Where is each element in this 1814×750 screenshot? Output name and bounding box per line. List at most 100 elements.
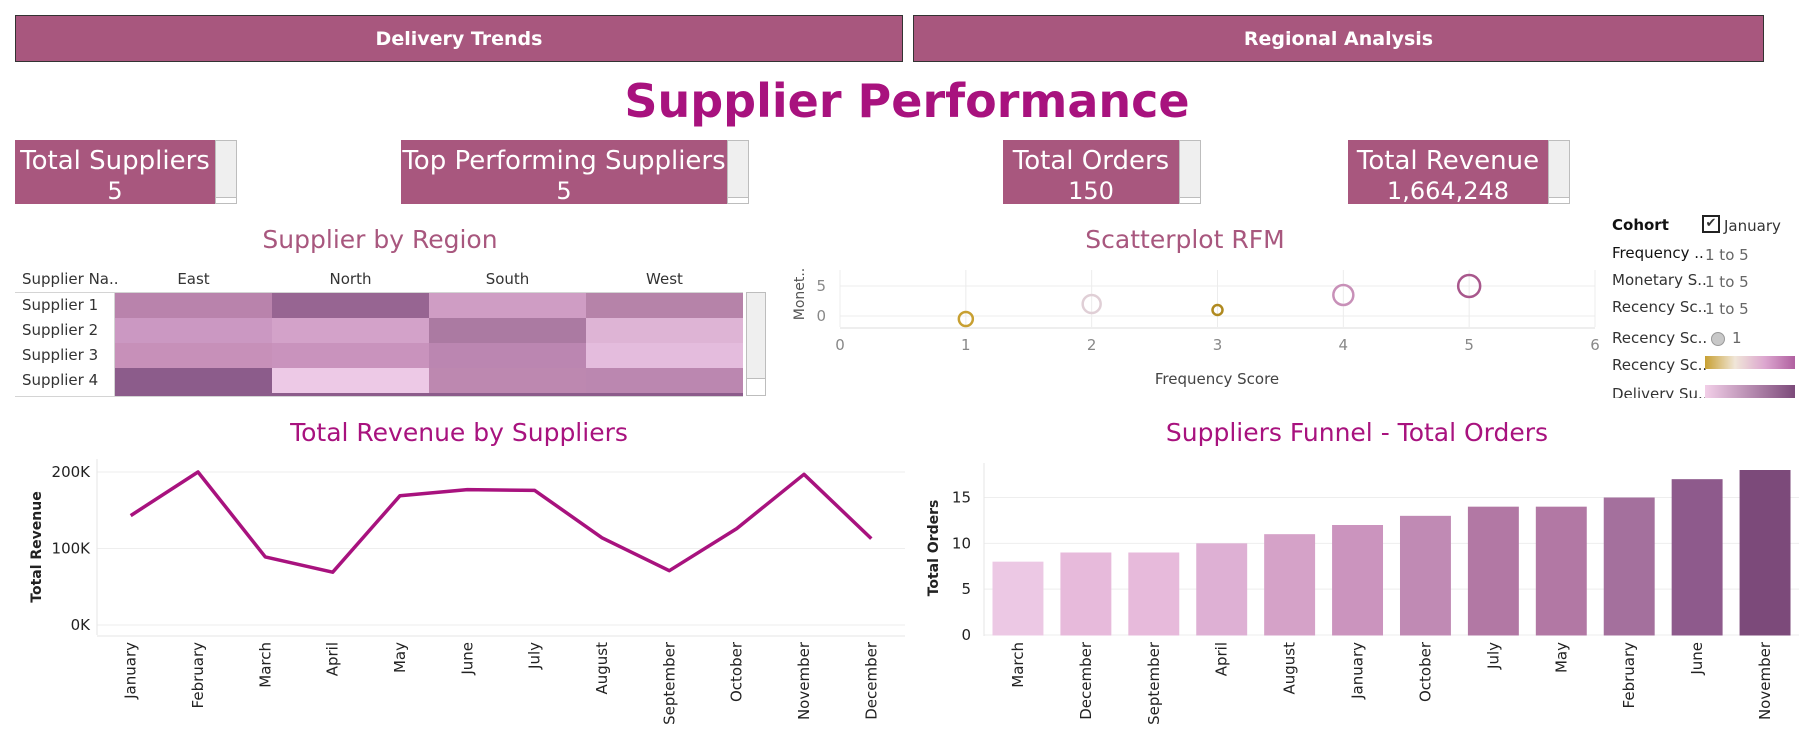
revenue-x-tick: October bbox=[728, 641, 746, 702]
kpi-label: Top Performing Suppliers bbox=[402, 146, 726, 176]
revenue-x-tick: November bbox=[795, 641, 813, 720]
legend-recency-value: 1 to 5 bbox=[1705, 300, 1749, 318]
scatter-point bbox=[1081, 293, 1102, 315]
revenue-x-tick: December bbox=[862, 641, 880, 720]
heatmap-cell bbox=[272, 293, 429, 318]
size-circle-icon bbox=[1711, 332, 1725, 346]
funnel-x-tick: November bbox=[1756, 641, 1774, 720]
heatmap-scrollbar-thumb[interactable] bbox=[747, 378, 765, 395]
funnel-x-tick: February bbox=[1620, 642, 1638, 709]
scatter-x-axis-label: Frequency Score bbox=[1155, 370, 1279, 388]
kpi-value: 5 bbox=[107, 177, 123, 205]
scatter-x-tick: 5 bbox=[1464, 336, 1474, 354]
kpi-scrollbar[interactable] bbox=[215, 140, 237, 204]
cohort-checkbox[interactable]: ✔ bbox=[1702, 215, 1720, 233]
funnel-y-tick: 15 bbox=[952, 489, 971, 507]
heatmap-row-label: Supplier 3 bbox=[22, 346, 99, 364]
scatter-point bbox=[1456, 273, 1482, 299]
scatter-point bbox=[1211, 303, 1224, 317]
funnel-chart-title: Suppliers Funnel - Total Orders bbox=[1165, 418, 1549, 447]
heatmap-divider bbox=[114, 292, 115, 396]
funnel-y-tick: 5 bbox=[961, 580, 971, 598]
heatmap-divider bbox=[15, 292, 743, 293]
revenue-series-line bbox=[129, 470, 873, 574]
kpi-total-orders: Total Orders 150 bbox=[1003, 140, 1179, 204]
recency-color-ramp bbox=[1705, 356, 1795, 369]
funnel-x-tick: June bbox=[1688, 642, 1706, 676]
revenue-x-tick: June bbox=[458, 642, 476, 676]
scatter-x-tick: 6 bbox=[1590, 336, 1600, 354]
scatter-point bbox=[957, 310, 975, 328]
legend-recency-label: Recency Sc.. bbox=[1612, 298, 1708, 316]
kpi-scrollbar[interactable] bbox=[727, 140, 749, 204]
funnel-bar bbox=[1196, 543, 1248, 636]
kpi-label: Total Suppliers bbox=[20, 146, 210, 176]
funnel-x-tick: July bbox=[1484, 642, 1502, 670]
delivery-trends-button[interactable]: Delivery Trends bbox=[15, 15, 903, 62]
kpi-value: 150 bbox=[1068, 177, 1114, 205]
heatmap-cell bbox=[115, 293, 272, 318]
heatmap-cell bbox=[429, 318, 586, 343]
scatter-x-tick: 0 bbox=[835, 336, 845, 354]
legend-recency-size-value: 1 bbox=[1732, 329, 1742, 347]
scatter-point bbox=[1332, 283, 1355, 307]
kpi-label: Total Revenue bbox=[1356, 146, 1540, 176]
heatmap-cell bbox=[272, 318, 429, 343]
heatmap-scrollbar[interactable] bbox=[746, 292, 766, 396]
legend-recency-size-label: Recency Sc.. bbox=[1612, 329, 1708, 347]
kpi-label: Total Orders bbox=[1012, 146, 1170, 176]
revenue-x-tick: February bbox=[189, 642, 207, 709]
revenue-y-tick: 100K bbox=[52, 540, 92, 558]
funnel-bar bbox=[1535, 506, 1587, 636]
heatmap-col-west: West bbox=[646, 270, 683, 288]
scatter-title: Scatterplot RFM bbox=[1085, 225, 1285, 254]
heatmap-cell bbox=[429, 293, 586, 318]
heatmap-cell bbox=[586, 343, 743, 368]
revenue-y-tick: 200K bbox=[52, 463, 92, 481]
scatter-y-tick: 5 bbox=[816, 277, 826, 295]
heatmap-title: Supplier by Region bbox=[262, 225, 498, 254]
funnel-y-tick: 0 bbox=[961, 626, 971, 644]
kpi-top-performing-suppliers: Top Performing Suppliers 5 bbox=[401, 140, 727, 204]
kpi-total-suppliers: Total Suppliers 5 bbox=[15, 140, 215, 204]
scatter-chart: 0 1 2 3 4 5 6 0 5 Monet.. Frequency Score bbox=[792, 268, 1600, 388]
heatmap-cell bbox=[115, 343, 272, 368]
regional-analysis-button[interactable]: Regional Analysis bbox=[913, 15, 1764, 62]
funnel-bar bbox=[1060, 552, 1112, 636]
cohort-value[interactable]: January bbox=[1724, 217, 1781, 235]
funnel-x-tick: March bbox=[1009, 642, 1027, 688]
kpi-scrollbar[interactable] bbox=[1548, 140, 1570, 204]
funnel-x-tick: August bbox=[1281, 642, 1299, 695]
heatmap-next-row-peek bbox=[115, 393, 743, 396]
funnel-bar bbox=[1671, 479, 1723, 636]
funnel-y-axis-label: Total Orders bbox=[926, 500, 942, 597]
heatmap-row-label: Supplier 2 bbox=[22, 321, 99, 339]
funnel-bar bbox=[1467, 506, 1519, 636]
funnel-x-tick: April bbox=[1213, 642, 1231, 676]
kpi-scrollbar[interactable] bbox=[1179, 140, 1201, 204]
heatmap-row-header: Supplier Na.. bbox=[22, 270, 119, 288]
legend-clip bbox=[1604, 398, 1800, 408]
revenue-x-tick: January bbox=[122, 642, 140, 700]
heatmap-cell bbox=[586, 318, 743, 343]
legend-frequency-label: Frequency .. bbox=[1612, 244, 1704, 262]
heatmap-divider bbox=[15, 396, 743, 397]
heatmap-row-label: Supplier 1 bbox=[22, 296, 99, 314]
heatmap-cell bbox=[429, 343, 586, 368]
funnel-x-tick: December bbox=[1077, 641, 1095, 720]
funnel-bar bbox=[1399, 515, 1451, 636]
funnel-bar-chart: Total Orders 0 5 10 15 March December Septembe… bbox=[926, 463, 1799, 725]
funnel-x-tick: January bbox=[1349, 642, 1367, 700]
revenue-x-tick: August bbox=[593, 642, 611, 695]
kpi-value: 5 bbox=[556, 177, 572, 205]
legend-monetary-value: 1 to 5 bbox=[1705, 273, 1749, 291]
scatter-x-tick: 4 bbox=[1339, 336, 1349, 354]
revenue-y-axis-label: Total Revenue bbox=[29, 491, 45, 602]
heatmap-cell bbox=[586, 368, 743, 393]
revenue-x-tick: March bbox=[256, 642, 274, 688]
heatmap-col-south: South bbox=[485, 270, 530, 288]
cohort-label: Cohort bbox=[1612, 216, 1669, 234]
delivery-color-ramp bbox=[1705, 385, 1795, 398]
kpi-value: 1,664,248 bbox=[1386, 177, 1510, 205]
heatmap-cell bbox=[272, 368, 429, 393]
